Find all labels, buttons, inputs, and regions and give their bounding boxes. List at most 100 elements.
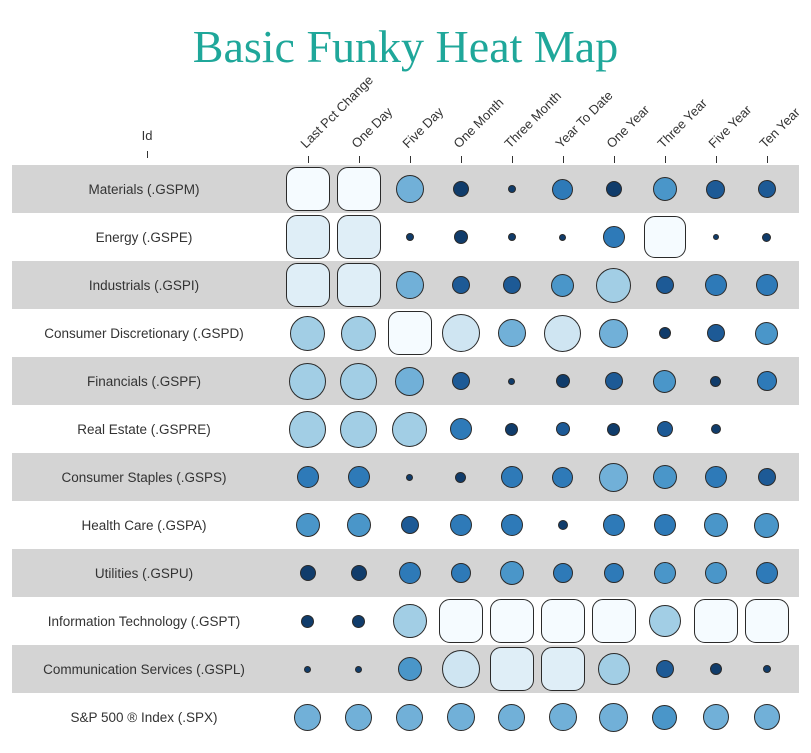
row-cells xyxy=(282,597,799,645)
heatmap-cell xyxy=(537,357,588,405)
heatmap-cell xyxy=(435,357,486,405)
heatmap-cell xyxy=(588,213,639,261)
circle-marker xyxy=(399,562,421,584)
circle-marker xyxy=(652,705,677,730)
row-cells xyxy=(282,357,799,405)
heatmap-cell xyxy=(486,261,537,309)
circle-marker xyxy=(351,565,367,581)
circle-marker xyxy=(348,466,370,488)
row-cells xyxy=(282,693,799,741)
heatmap-cell xyxy=(333,549,384,597)
row-label: Information Technology (.GSPT) xyxy=(12,614,282,629)
heatmap-cell xyxy=(333,405,384,453)
heatmap-cell xyxy=(639,645,690,693)
column-header: Year To Date xyxy=(537,75,588,165)
circle-marker xyxy=(452,372,470,390)
circle-marker xyxy=(756,274,778,296)
heatmap-cell xyxy=(486,645,537,693)
row-cells xyxy=(282,549,799,597)
square-marker xyxy=(286,167,330,211)
tick-mark xyxy=(512,156,513,163)
row-cells xyxy=(282,453,799,501)
square-marker xyxy=(337,215,381,259)
circle-marker xyxy=(501,466,523,488)
heatmap-cell xyxy=(486,693,537,741)
heatmap-cell xyxy=(690,693,741,741)
circle-marker xyxy=(657,421,673,437)
circle-marker xyxy=(396,175,424,203)
circle-marker xyxy=(556,422,570,436)
heatmap-cell xyxy=(588,501,639,549)
heatmap-cell xyxy=(282,549,333,597)
heatmap-cell xyxy=(282,597,333,645)
circle-marker xyxy=(352,615,365,628)
heatmap-cell xyxy=(282,261,333,309)
heatmap-row: Real Estate (.GSPRE) xyxy=(12,405,799,453)
heatmap-body: Materials (.GSPM)Energy (.GSPE)Industria… xyxy=(12,165,799,741)
circle-marker xyxy=(705,562,727,584)
heatmap-cell xyxy=(588,597,639,645)
circle-marker xyxy=(503,276,521,294)
heatmap-cell xyxy=(282,357,333,405)
circle-marker xyxy=(706,180,725,199)
circle-marker xyxy=(401,516,419,534)
circle-marker xyxy=(450,418,472,440)
square-marker xyxy=(490,647,534,691)
circle-marker xyxy=(505,423,518,436)
heatmap-cell xyxy=(384,309,435,357)
circle-marker xyxy=(649,605,681,637)
circle-marker xyxy=(290,316,325,351)
circle-marker xyxy=(653,177,677,201)
circle-marker xyxy=(762,233,771,242)
heatmap-cell xyxy=(282,645,333,693)
circle-marker xyxy=(289,363,326,400)
tick-mark xyxy=(767,156,768,163)
heatmap-cell xyxy=(741,453,792,501)
circle-marker xyxy=(710,376,721,387)
circle-marker xyxy=(758,180,776,198)
circle-marker xyxy=(656,660,674,678)
heatmap-cell xyxy=(435,645,486,693)
circle-marker xyxy=(755,322,778,345)
circle-marker xyxy=(454,230,468,244)
heatmap-row: Communication Services (.GSPL) xyxy=(12,645,799,693)
circle-marker xyxy=(296,513,320,537)
circle-marker xyxy=(398,657,422,681)
heatmap-cell xyxy=(639,213,690,261)
tick-mark xyxy=(147,151,148,158)
tick-mark xyxy=(308,156,309,163)
heatmap-cell xyxy=(282,213,333,261)
circle-marker xyxy=(355,666,362,673)
row-label: Consumer Discretionary (.GSPD) xyxy=(12,326,282,341)
circle-marker xyxy=(710,663,722,675)
heatmap-cell xyxy=(588,693,639,741)
circle-marker xyxy=(607,423,620,436)
circle-marker xyxy=(450,514,472,536)
circle-marker xyxy=(558,520,568,530)
row-label: Consumer Staples (.GSPS) xyxy=(12,470,282,485)
heatmap-cell xyxy=(333,597,384,645)
heatmap-cell xyxy=(690,501,741,549)
heatmap-cell xyxy=(486,549,537,597)
heatmap-cell xyxy=(486,501,537,549)
heatmap-cell xyxy=(741,693,792,741)
heatmap-cell xyxy=(690,357,741,405)
heatmap-row: Consumer Discretionary (.GSPD) xyxy=(12,309,799,357)
circle-marker xyxy=(340,363,377,400)
heatmap-cell xyxy=(690,405,741,453)
circle-marker xyxy=(705,466,727,488)
row-label: S&P 500 ® Index (.SPX) xyxy=(12,710,282,725)
circle-marker xyxy=(406,233,414,241)
circle-marker xyxy=(544,315,581,352)
heatmap-cell xyxy=(486,165,537,213)
heatmap-cell xyxy=(384,645,435,693)
heatmap-cell xyxy=(282,309,333,357)
heatmap-cell xyxy=(486,453,537,501)
circle-marker xyxy=(442,314,480,352)
header-row: Id Last Pct ChangeOne DayFive DayOne Mon… xyxy=(12,75,799,165)
circle-marker xyxy=(598,653,630,685)
id-column-label: Id xyxy=(142,128,153,143)
circle-marker xyxy=(603,226,625,248)
heatmap-cell xyxy=(333,261,384,309)
circle-marker xyxy=(754,513,779,538)
